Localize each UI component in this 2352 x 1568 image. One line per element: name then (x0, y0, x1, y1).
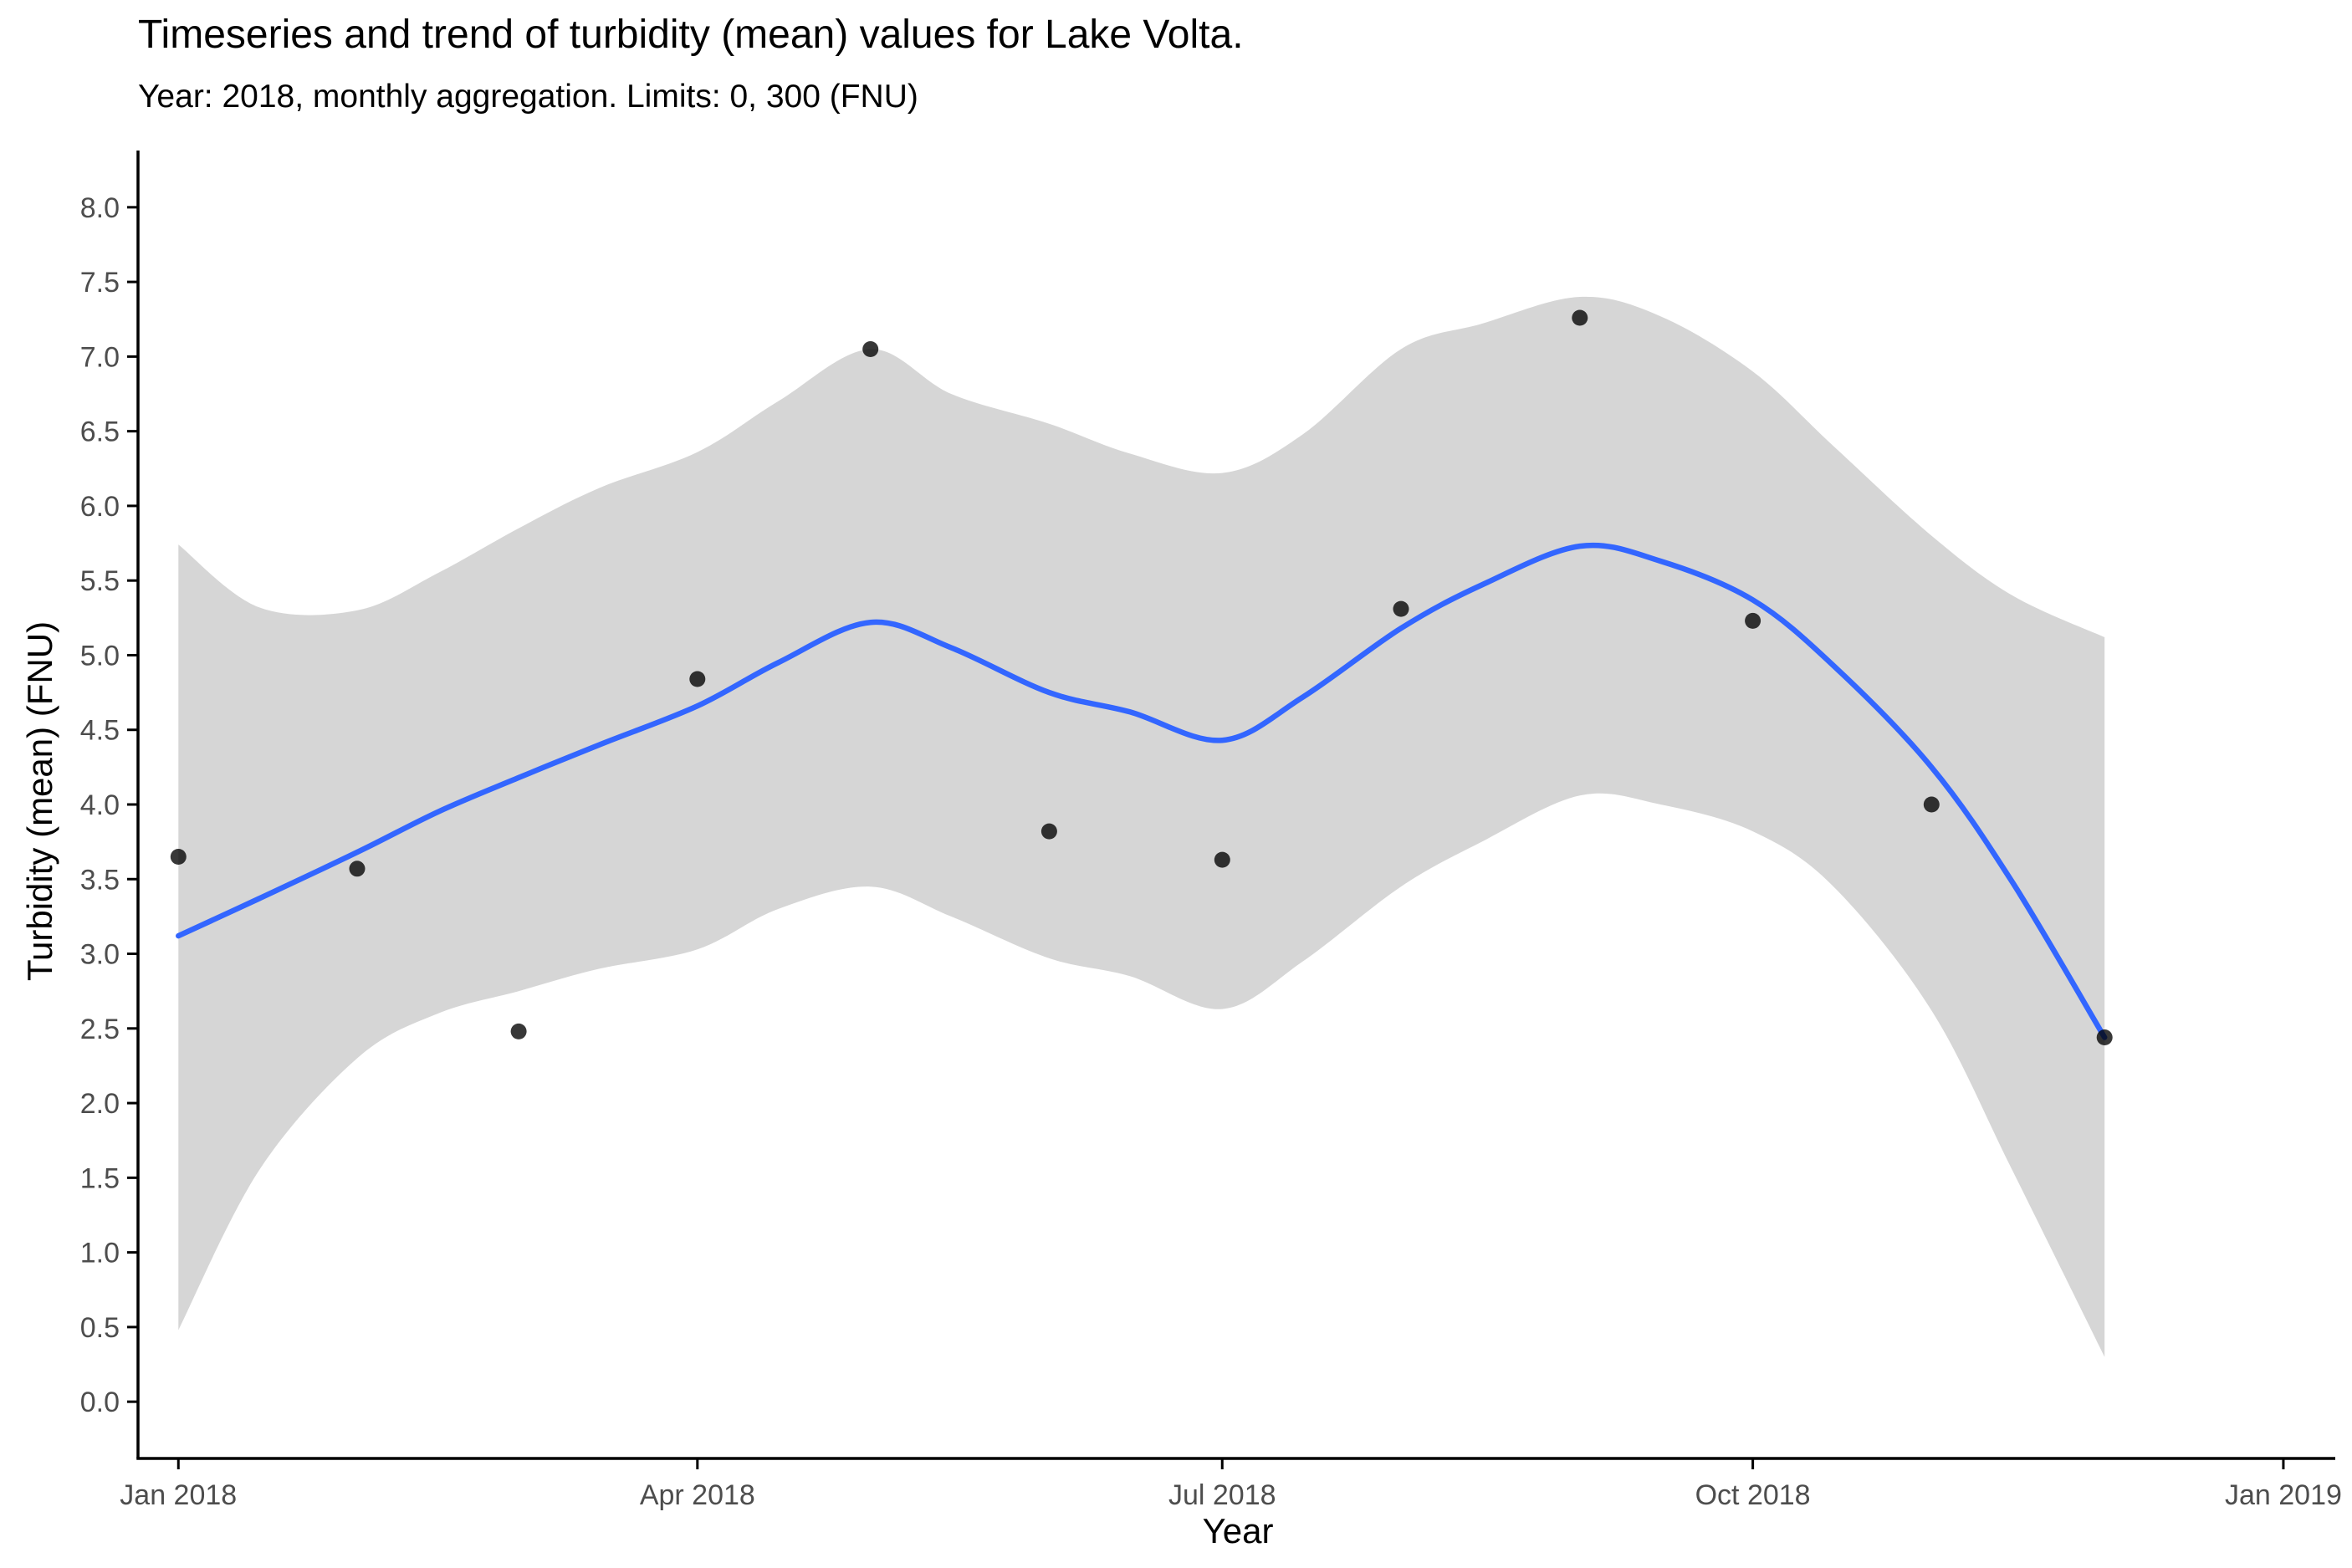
y-tick-label: 4.0 (80, 789, 120, 821)
x-axis-label: Year (1203, 1511, 1274, 1550)
y-tick-label: 6.0 (80, 491, 120, 523)
trend-line (176, 542, 2108, 1040)
y-tick-label: 1.0 (80, 1238, 120, 1269)
data-points-layer (170, 309, 2113, 1045)
axes-layer: 0.0 0.5 1.0 1.5 2.0 2.5 3.0 3.5 4.0 4.5 5.0 5.5 6.0 6… (80, 151, 2342, 1511)
y-tick-label: 0.5 (80, 1312, 120, 1344)
y-tick-label: 7.0 (80, 341, 120, 373)
data-point (1214, 851, 1230, 868)
y-tick-label: 8.0 (80, 192, 120, 224)
confidence-ribbon-layer (178, 296, 2105, 1357)
x-tick-label: Apr 2018 (640, 1479, 755, 1511)
data-point (1923, 796, 1940, 813)
y-tick-label: 4.5 (80, 715, 120, 747)
y-tick-label: 0.0 (80, 1387, 120, 1418)
trend-line-layer (176, 542, 2108, 1040)
chart-subtitle: Year: 2018, monthly aggregation. Limits:… (138, 79, 918, 115)
x-tick-label: Jan 2019 (2225, 1479, 2342, 1511)
y-tick-label: 5.0 (80, 640, 120, 672)
x-tick-label: Oct 2018 (1695, 1479, 1811, 1511)
y-tick-label: 2.0 (80, 1088, 120, 1120)
y-tick-label: 6.5 (80, 416, 120, 448)
data-point (510, 1023, 527, 1039)
y-tick-label: 3.5 (80, 864, 120, 896)
chart-title: Timeseries and trend of turbidity (mean)… (138, 13, 1244, 57)
data-point (2096, 1029, 2113, 1045)
data-point (862, 341, 879, 357)
x-tick-label: Jan 2018 (120, 1479, 237, 1511)
y-tick-label: 7.5 (80, 267, 120, 299)
data-point (1041, 823, 1057, 840)
data-point (349, 861, 366, 877)
data-point (1572, 309, 1588, 326)
y-axis-label: Turbidity (mean) (FNU) (20, 621, 59, 981)
y-tick-label: 5.5 (80, 565, 120, 597)
confidence-ribbon (178, 296, 2105, 1357)
data-point (1745, 612, 1761, 629)
data-point (1393, 600, 1409, 617)
y-tick-label: 1.5 (80, 1162, 120, 1194)
data-point (689, 671, 706, 687)
y-tick-label: 2.5 (80, 1014, 120, 1045)
x-tick-label: Jul 2018 (1168, 1479, 1276, 1511)
data-point (170, 849, 187, 865)
y-tick-label: 3.0 (80, 939, 120, 971)
